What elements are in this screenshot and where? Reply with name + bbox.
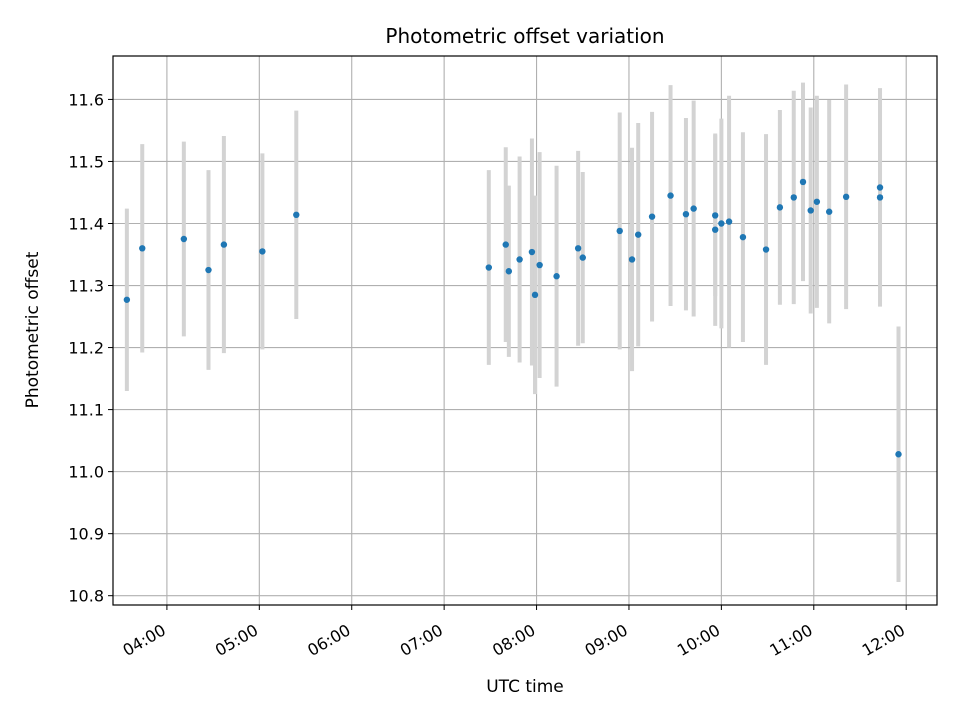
data-point bbox=[293, 211, 300, 219]
y-tick-label: 11.0 bbox=[68, 463, 104, 482]
data-point bbox=[807, 207, 814, 214]
y-tick-label: 10.9 bbox=[68, 525, 104, 544]
data-point bbox=[205, 266, 212, 274]
data-point bbox=[682, 210, 690, 218]
data-points bbox=[123, 178, 902, 458]
data-point bbox=[776, 204, 784, 211]
data-point bbox=[690, 205, 697, 212]
data-point bbox=[220, 241, 228, 248]
data-point bbox=[790, 194, 797, 201]
data-point bbox=[531, 291, 539, 299]
data-point bbox=[712, 212, 719, 219]
data-point bbox=[528, 248, 536, 256]
data-point bbox=[712, 226, 719, 233]
data-point bbox=[259, 248, 266, 255]
data-point bbox=[813, 198, 821, 205]
axes-frame bbox=[112, 55, 938, 606]
data-point bbox=[718, 220, 725, 227]
data-point bbox=[635, 231, 642, 238]
data-point bbox=[895, 451, 902, 458]
data-point bbox=[123, 296, 131, 303]
data-point bbox=[876, 184, 884, 191]
y-tick-label: 11.2 bbox=[68, 339, 104, 358]
x-axis-title: UTC time bbox=[486, 677, 564, 697]
data-point bbox=[505, 268, 513, 275]
data-point bbox=[628, 256, 636, 263]
y-tick-label: 10.8 bbox=[68, 587, 104, 606]
data-point bbox=[574, 245, 582, 252]
data-point bbox=[180, 235, 188, 243]
y-tick-label: 11.3 bbox=[68, 277, 104, 296]
data-point bbox=[536, 261, 543, 269]
data-point bbox=[739, 233, 747, 241]
data-point bbox=[825, 208, 833, 215]
y-axis-title: Photometric offset bbox=[23, 251, 43, 408]
data-point bbox=[553, 273, 560, 280]
data-point bbox=[667, 192, 674, 199]
data-point bbox=[516, 256, 523, 263]
chart-title: Photometric offset variation bbox=[385, 24, 664, 48]
data-point bbox=[502, 241, 509, 248]
y-tick-label: 11.5 bbox=[68, 152, 104, 171]
grid bbox=[113, 56, 937, 605]
data-point bbox=[876, 194, 884, 201]
data-point bbox=[725, 218, 733, 225]
data-point bbox=[616, 227, 623, 235]
data-point bbox=[648, 213, 656, 220]
y-tick-label: 11.4 bbox=[68, 214, 104, 233]
data-point bbox=[579, 254, 586, 261]
data-point bbox=[799, 178, 807, 186]
y-tick-label: 11.6 bbox=[68, 90, 104, 109]
data-point bbox=[842, 193, 850, 201]
data-point bbox=[485, 264, 493, 271]
data-point bbox=[762, 246, 770, 253]
data-point bbox=[139, 245, 146, 252]
y-tick-label: 11.1 bbox=[68, 401, 104, 420]
